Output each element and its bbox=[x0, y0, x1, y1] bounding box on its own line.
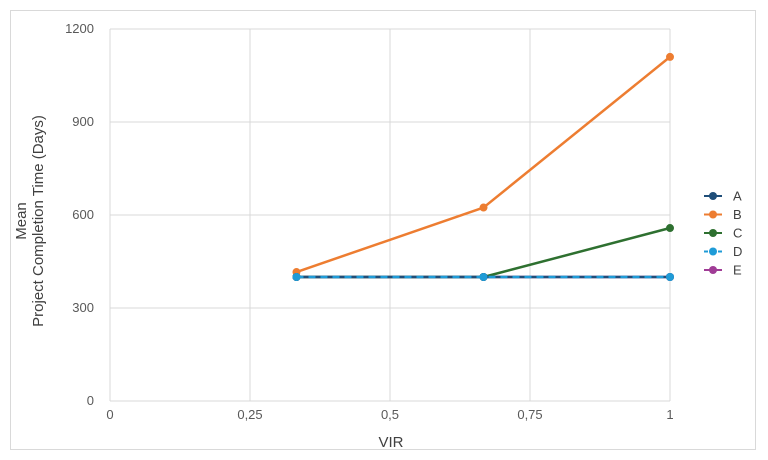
y-axis-title: Mean Project Completion Time (Days) bbox=[13, 115, 47, 327]
grid-lines bbox=[109, 28, 671, 402]
y-tick-label: 0 bbox=[87, 393, 94, 408]
y-tick-label: 1200 bbox=[65, 21, 94, 36]
legend-swatch-marker bbox=[709, 192, 717, 200]
legend-swatch-marker bbox=[709, 229, 717, 237]
legend-item-C: C bbox=[704, 226, 742, 241]
x-tick-label: 0,25 bbox=[237, 407, 262, 422]
series-D bbox=[292, 273, 674, 281]
legend-label: B bbox=[733, 207, 742, 222]
data-point-B bbox=[666, 52, 674, 61]
x-tick-label: 1 bbox=[666, 407, 673, 422]
series-group bbox=[292, 52, 674, 281]
legend-item-B: B bbox=[704, 207, 742, 222]
x-tick-label: 0 bbox=[106, 407, 113, 422]
data-point-D bbox=[666, 273, 674, 281]
data-point-D bbox=[292, 273, 301, 281]
y-tick-label: 600 bbox=[72, 207, 94, 222]
data-point-D bbox=[479, 273, 488, 281]
legend-label: D bbox=[733, 244, 742, 259]
legend-swatch-marker bbox=[709, 247, 717, 256]
y-axis-title-line-2: Project Completion Time (Days) bbox=[30, 115, 47, 327]
x-axis-title: VIR bbox=[378, 434, 403, 451]
y-tick-labels: 0 300 600 900 1200 bbox=[65, 21, 94, 408]
legend-item-E: E bbox=[704, 263, 742, 278]
y-tick-label: 900 bbox=[72, 114, 94, 129]
y-axis-title-line-1: Mean bbox=[13, 202, 30, 240]
series-line-B bbox=[296, 55, 671, 274]
x-tick-label: 0,75 bbox=[517, 407, 542, 422]
legend-label: A bbox=[733, 189, 742, 204]
legend-item-D: D bbox=[704, 244, 742, 259]
x-tick-labels: 0 0,25 0,5 0,75 1 bbox=[106, 407, 673, 422]
data-point-C bbox=[666, 224, 674, 233]
legend-item-A: A bbox=[704, 189, 742, 204]
legend-swatch-marker bbox=[709, 210, 717, 219]
data-point-B bbox=[479, 203, 488, 212]
legend-label: E bbox=[733, 263, 742, 278]
legend-label: C bbox=[733, 226, 742, 241]
legend-swatch-marker bbox=[709, 266, 717, 274]
x-tick-label: 0,5 bbox=[381, 407, 399, 422]
y-tick-label: 300 bbox=[72, 300, 94, 315]
